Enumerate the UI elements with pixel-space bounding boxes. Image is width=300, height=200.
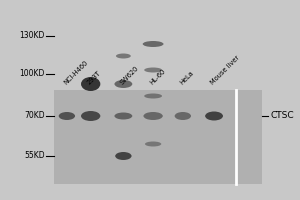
- Bar: [53, 90, 262, 184]
- Text: 100KD: 100KD: [19, 70, 45, 78]
- Ellipse shape: [143, 112, 163, 120]
- Ellipse shape: [145, 142, 161, 146]
- Text: CTSC: CTSC: [271, 112, 294, 120]
- Ellipse shape: [59, 112, 75, 120]
- Ellipse shape: [205, 112, 223, 120]
- Ellipse shape: [115, 80, 132, 88]
- Ellipse shape: [175, 112, 191, 120]
- Text: HL-60: HL-60: [149, 68, 167, 86]
- Text: SW620: SW620: [119, 65, 140, 86]
- Ellipse shape: [115, 152, 132, 160]
- Ellipse shape: [144, 94, 162, 98]
- Text: HeLa: HeLa: [178, 70, 195, 86]
- Text: 293T: 293T: [86, 70, 102, 86]
- Ellipse shape: [115, 112, 132, 119]
- Text: Mouse liver: Mouse liver: [210, 55, 241, 86]
- Text: NCI-H460: NCI-H460: [63, 60, 89, 86]
- Ellipse shape: [143, 41, 164, 47]
- Ellipse shape: [81, 77, 100, 91]
- Ellipse shape: [81, 111, 100, 121]
- Ellipse shape: [116, 53, 131, 58]
- Text: 130KD: 130KD: [19, 31, 45, 40]
- Text: 55KD: 55KD: [24, 152, 45, 160]
- Ellipse shape: [144, 68, 162, 72]
- Text: 70KD: 70KD: [24, 112, 45, 120]
